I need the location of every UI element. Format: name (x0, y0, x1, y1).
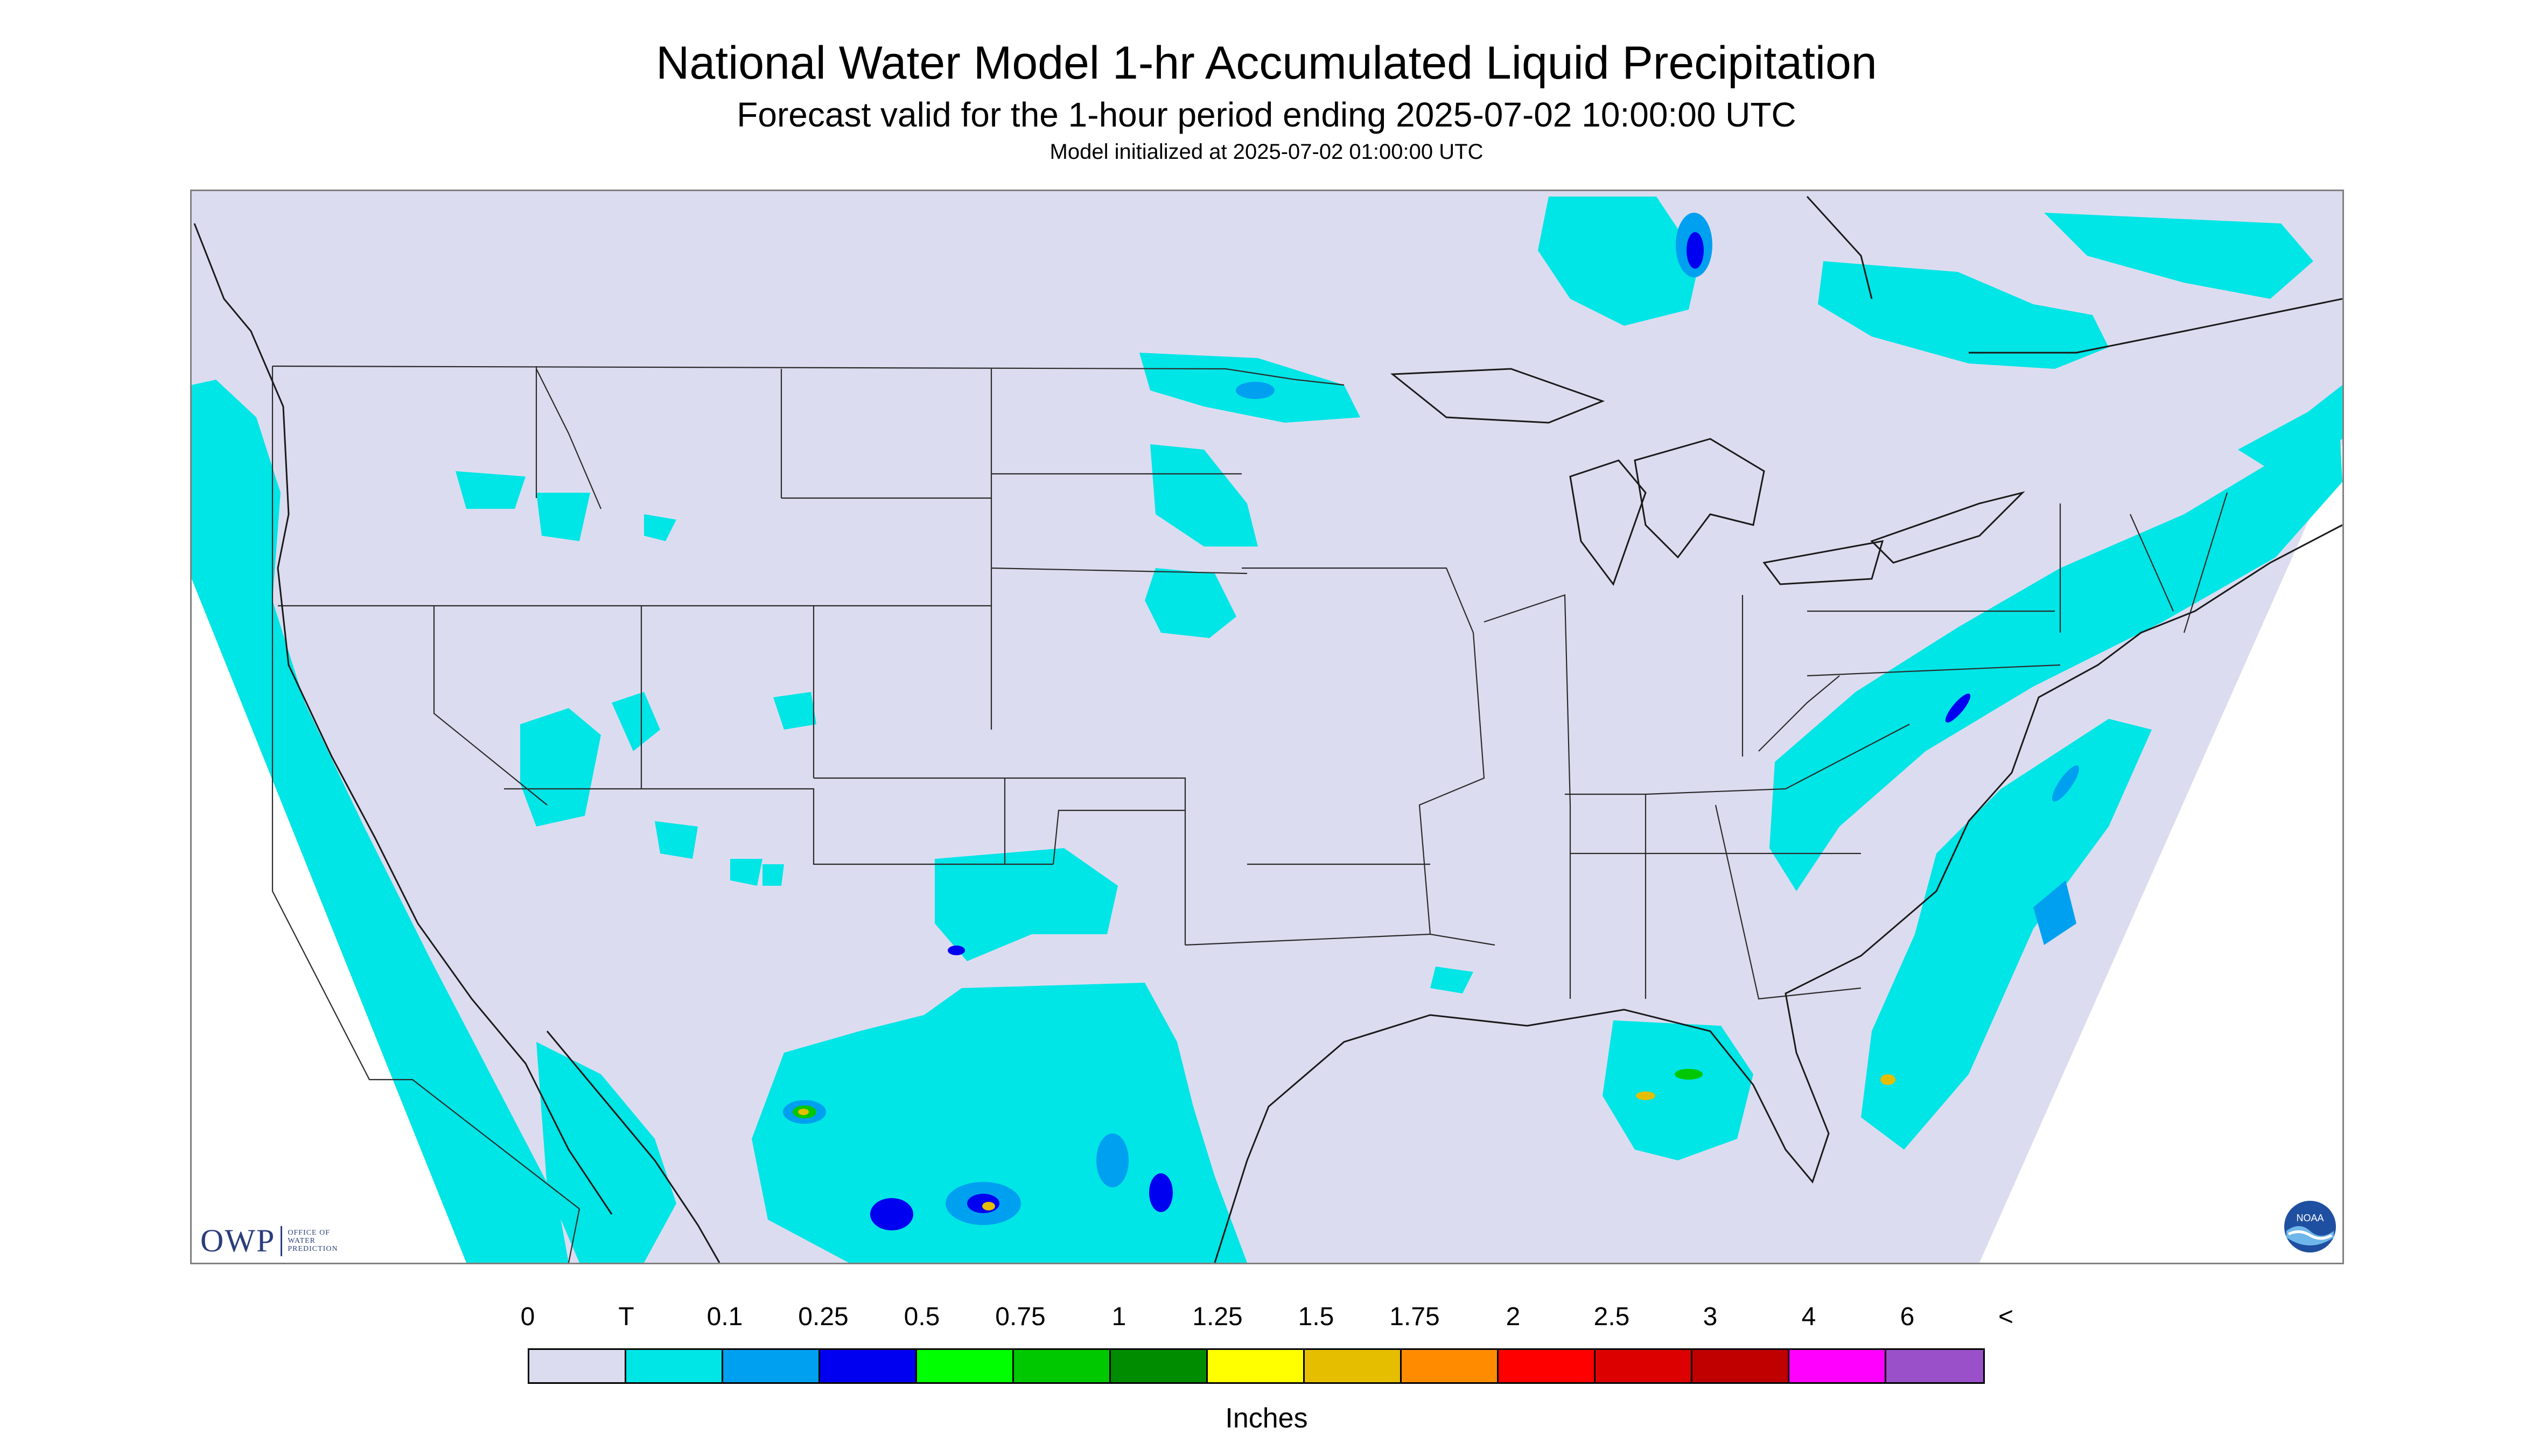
legend-label: T (618, 1303, 634, 1331)
legend-label: 2.5 (1593, 1303, 1630, 1331)
coastlines (193, 195, 2342, 1263)
legend-label: 0.5 (904, 1303, 940, 1331)
legend-label: 0 (520, 1303, 535, 1331)
legend-swatch (1402, 1350, 1499, 1382)
legend-label: 1 (1111, 1303, 1126, 1331)
legend-swatch (529, 1350, 626, 1382)
precipitation-map (190, 190, 2344, 1264)
legend-swatch (1014, 1350, 1111, 1382)
legend-swatch (626, 1350, 723, 1382)
pacific-precip (192, 380, 569, 1263)
map-title: National Water Model 1-hr Accumulated Li… (656, 37, 1877, 89)
legend-label: 4 (1801, 1303, 1816, 1331)
legend-label: 3 (1703, 1303, 1718, 1331)
legend-swatch (1499, 1350, 1596, 1382)
legend-swatch (1886, 1350, 1983, 1382)
atlantic-bands (1861, 719, 2152, 1150)
baja-precip (536, 1042, 676, 1263)
owp-name: OFFICE OF WATER PREDICTION (288, 1229, 338, 1253)
legend-label: 0.25 (798, 1303, 849, 1331)
legend-label: < (1998, 1303, 2014, 1331)
owp-abbr: OWP (200, 1223, 276, 1258)
map-subtitle: Forecast valid for the 1-hour period end… (737, 95, 1796, 134)
gulf-precip (1603, 1020, 1753, 1160)
ontario-cell (1538, 197, 1699, 326)
legend-units: Inches (1225, 1403, 1308, 1434)
legend-label: 1.75 (1389, 1303, 1440, 1331)
legend-label: 0.75 (995, 1303, 1046, 1331)
legend-swatch (1692, 1350, 1789, 1382)
quebec-cell (1818, 261, 2109, 369)
state-boundaries (271, 365, 2228, 1263)
model-init-time: Model initialized at 2025-07-02 01:00:00… (1049, 140, 1484, 164)
legend-swatch (1111, 1350, 1208, 1382)
noaa-logo-text: NOAA (2296, 1213, 2324, 1223)
owp-separator (281, 1226, 283, 1256)
legend-swatch (1208, 1350, 1305, 1382)
legend-swatch (1789, 1350, 1886, 1382)
legend-label: 1.25 (1192, 1303, 1243, 1331)
noaa-logo: NOAA (2284, 1201, 2336, 1252)
legend-label: 2 (1506, 1303, 1521, 1331)
owp-logo: OWP OFFICE OF WATER PREDICTION (200, 1222, 338, 1259)
legend-label: 0.1 (706, 1303, 743, 1331)
legend-label: 6 (1900, 1303, 1915, 1331)
legend-swatch (1596, 1350, 1692, 1382)
legend-swatch (723, 1350, 820, 1382)
map-canvas (192, 191, 2342, 1263)
legend-swatch (917, 1350, 1014, 1382)
legend-colorbar (528, 1348, 1985, 1384)
mexico-precip (752, 983, 1247, 1263)
legend-label: 1.5 (1298, 1303, 1334, 1331)
legend-swatch (1305, 1350, 1402, 1382)
legend-swatch (820, 1350, 917, 1382)
domain-area (192, 191, 2342, 1263)
